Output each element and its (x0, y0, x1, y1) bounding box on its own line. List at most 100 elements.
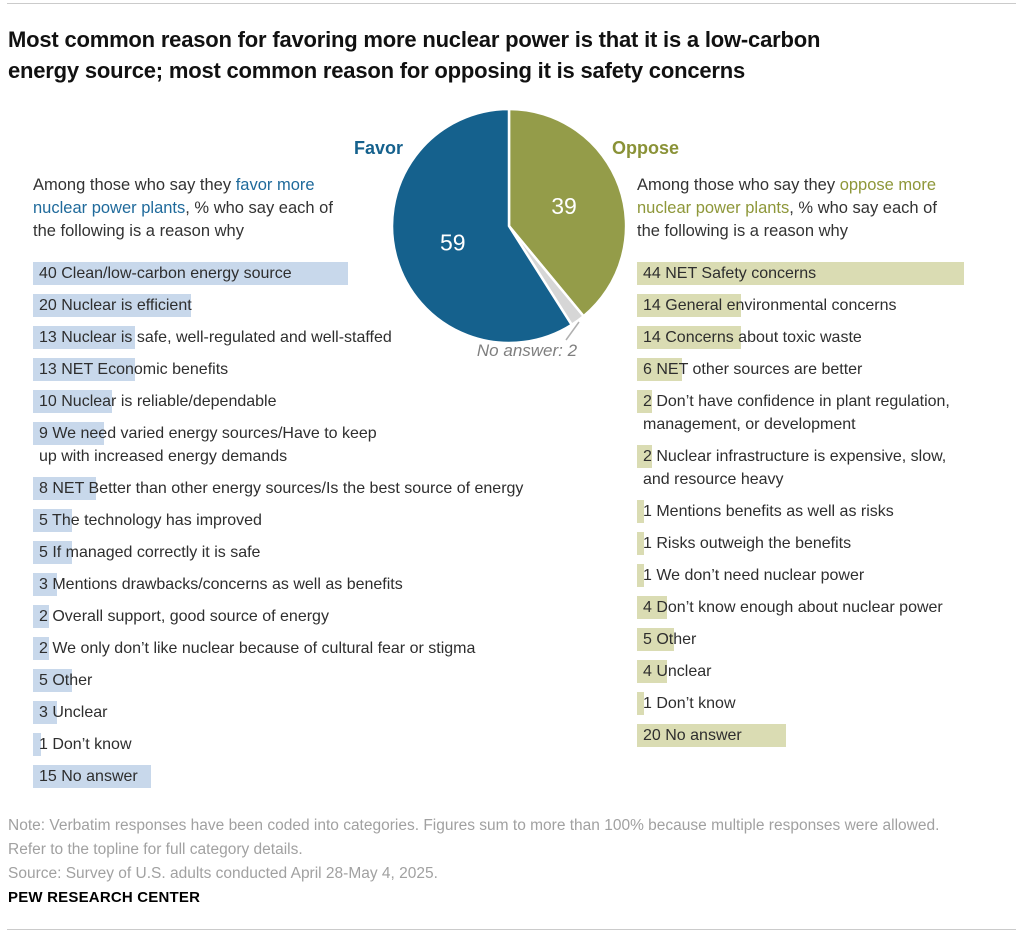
reason-label: 20 Nuclear is efficient (39, 297, 192, 314)
reason-value-bar (33, 509, 72, 532)
reason-value-bar (637, 326, 741, 349)
reason-row: 2 Don’t have confidence in plant regulat… (637, 390, 1023, 436)
intro-line: nuclear power plants, % who say each of (637, 197, 967, 220)
reason-value-bar (33, 326, 135, 349)
reason-value-bar (637, 724, 786, 747)
reason-label: 3 Unclear (39, 704, 108, 721)
reason-row: 44 NET Safety concerns (637, 262, 1023, 285)
intro-text: Among those who say they (637, 176, 840, 194)
reason-row: 13 NET Economic benefits (33, 358, 633, 381)
reason-row: 5 Other (33, 669, 633, 692)
page-title-line-2: energy source; most common reason for op… (8, 58, 746, 83)
reason-row: 5 The technology has improved (33, 509, 633, 532)
reason-value-bar (637, 692, 644, 715)
reason-row: 2 Overall support, good source of energy (33, 605, 633, 628)
reason-label: 10 Nuclear is reliable/dependable (39, 393, 277, 410)
reason-row: 2 We only don’t like nuclear because of … (33, 637, 633, 660)
reason-value-bar (637, 358, 682, 381)
intro-line: the following is a reason why (33, 220, 363, 243)
pie-value-label: 39 (551, 193, 577, 219)
reason-label: 13 Nuclear is safe, well-regulated and w… (39, 329, 392, 346)
oppose-reason-list: 44 NET Safety concerns 14 General environ… (637, 262, 1023, 756)
reason-label: 40 Clean/low-carbon energy source (39, 265, 292, 282)
page-title: Most common reason for favoring more nuc… (8, 24, 978, 86)
reason-row: 20 Nuclear is efficient (33, 294, 633, 317)
intro-text: , % who say each of (789, 199, 937, 217)
reason-label: 4 Unclear (643, 663, 712, 680)
reason-value-bar (33, 541, 72, 564)
note-line-1: Note: Verbatim responses have been coded… (8, 817, 940, 834)
reason-value-bar (637, 628, 674, 651)
reason-label: 1 Risks outweigh the benefits (643, 535, 852, 552)
reason-label: 20 No answer (643, 727, 742, 744)
reason-label: 9 We need varied energy sources/Have to … (39, 425, 377, 465)
intro-line: the following is a reason why (637, 220, 967, 243)
page-title-line-1: Most common reason for favoring more nuc… (8, 27, 821, 52)
intro-text: , % who say each of (185, 199, 333, 217)
favor-reason-list: 40 Clean/low-carbon energy source 20 Nucl… (33, 262, 633, 797)
reason-row: 9 We need varied energy sources/Have to … (33, 422, 633, 468)
reason-label: 6 NET other sources are better (643, 361, 863, 378)
reason-value-bar (33, 358, 135, 381)
pie-chart: 39 59 (380, 96, 640, 356)
reason-label: 2 Nuclear infrastructure is expensive, s… (643, 448, 947, 488)
intro-accent-text: nuclear power plants (33, 199, 186, 217)
reason-row: 3 Unclear (33, 701, 633, 724)
reason-row: 5 If managed correctly it is safe (33, 541, 633, 564)
reason-label: 2 Overall support, good source of energy (39, 608, 329, 625)
brand-footer: PEW RESEARCH CENTER (8, 889, 201, 906)
reason-label: 4 Don’t know enough about nuclear power (643, 599, 943, 616)
reason-value-bar (33, 765, 151, 788)
reason-row: 10 Nuclear is reliable/dependable (33, 390, 633, 413)
reason-row: 6 NET other sources are better (637, 358, 1023, 381)
bottom-divider (7, 929, 1016, 930)
reason-label: 14 Concerns about toxic waste (643, 329, 862, 346)
reason-row: 14 Concerns about toxic waste (637, 326, 1023, 349)
reason-value-bar (33, 669, 72, 692)
intro-line: Among those who say they oppose more (637, 174, 967, 197)
reason-label: 2 We only don’t like nuclear because of … (39, 640, 476, 657)
reason-row: 20 No answer (637, 724, 1023, 747)
reason-value-bar (637, 660, 667, 683)
reason-value-bar (33, 573, 57, 596)
pie-chart-svg: 39 59 (390, 107, 628, 345)
intro-text: the following is a reason why (33, 222, 244, 240)
reason-value-bar (33, 701, 57, 724)
reason-row: 13 Nuclear is safe, well-regulated and w… (33, 326, 633, 349)
reason-value-bar (637, 532, 644, 555)
reason-label: 1 Don’t know (39, 736, 132, 753)
reason-row: 1 Mentions benefits as well as risks (637, 500, 1023, 523)
pie-slice-oppose (507, 107, 628, 318)
reason-row: 3 Mentions drawbacks/concerns as well as… (33, 573, 633, 596)
note-line-2: Refer to the topline for full category d… (8, 841, 303, 858)
pie-no-answer-annotation: No answer: 2 (476, 341, 578, 360)
pie-value-label: 59 (440, 229, 466, 255)
intro-accent-text: nuclear power plants (637, 199, 790, 217)
footer-note: Note: Verbatim responses have been coded… (8, 814, 1013, 886)
reason-row: 1 Risks outweigh the benefits (637, 532, 1023, 555)
reason-value-bar (33, 733, 41, 756)
reason-label: 14 General environmental concerns (643, 297, 897, 314)
reason-label: 5 The technology has improved (39, 512, 262, 529)
reason-row: 2 Nuclear infrastructure is expensive, s… (637, 445, 1023, 491)
reason-row: 14 General environmental concerns (637, 294, 1023, 317)
reason-row: 8 NET Better than other energy sources/I… (33, 477, 633, 500)
top-divider (7, 3, 1016, 4)
intro-line: Among those who say they favor more (33, 174, 363, 197)
intro-accent-text: favor more (235, 176, 315, 194)
reason-value-bar (33, 262, 348, 285)
reason-value-bar (33, 390, 112, 413)
annotation-leader-line (565, 321, 580, 341)
reason-label: 3 Mentions drawbacks/concerns as well as… (39, 576, 403, 593)
reason-label: 1 Don’t know (643, 695, 736, 712)
reason-row: 1 Don’t know (33, 733, 633, 756)
reason-row: 4 Don’t know enough about nuclear power (637, 596, 1023, 619)
reason-row: 1 We don’t need nuclear power (637, 564, 1023, 587)
intro-text: Among those who say they (33, 176, 236, 194)
oppose-intro-text: Among those who say they oppose more nucl… (637, 174, 967, 243)
reason-value-bar (637, 390, 652, 413)
reason-label: 5 Other (643, 631, 697, 648)
intro-text: the following is a reason why (637, 222, 848, 240)
intro-line: nuclear power plants, % who say each of (33, 197, 363, 220)
favor-intro-text: Among those who say they favor more nucle… (33, 174, 363, 243)
